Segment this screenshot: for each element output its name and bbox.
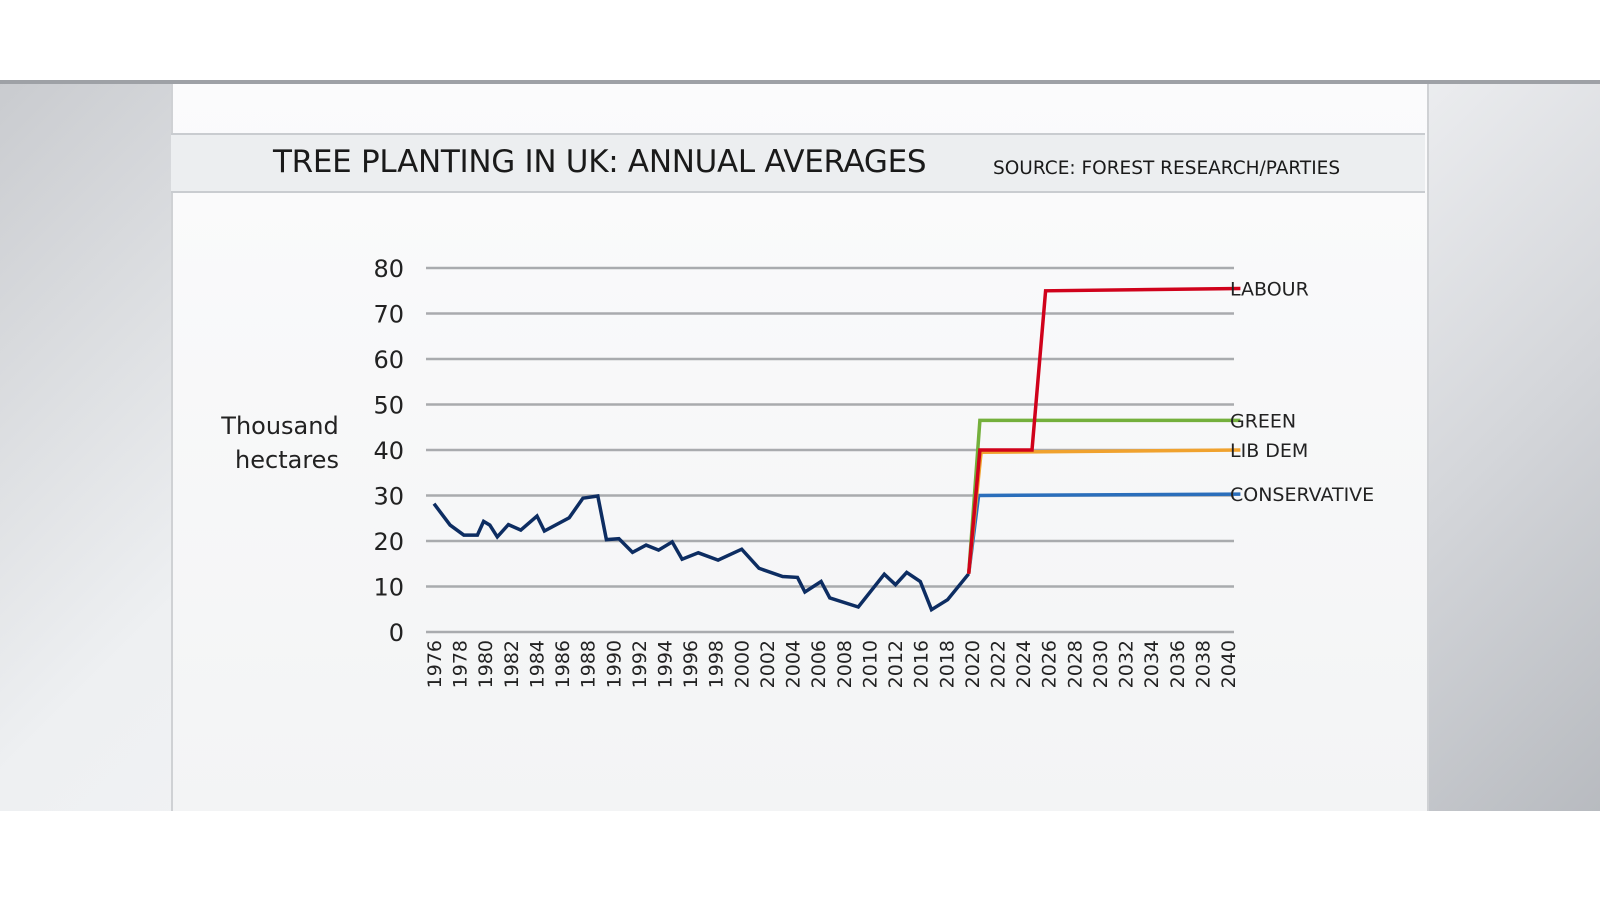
x-tick-label: 1978 xyxy=(450,640,472,688)
x-tick-label: 1990 xyxy=(603,640,625,688)
x-tick-label: 1998 xyxy=(706,640,728,688)
x-tick-label: 1986 xyxy=(552,640,574,688)
x-tick-label: 2004 xyxy=(783,640,805,688)
x-tick-label: 2002 xyxy=(757,640,779,688)
header-bar xyxy=(171,133,1425,193)
y-tick-label: 70 xyxy=(373,301,404,329)
x-tick-label: 1992 xyxy=(629,640,651,688)
x-tick-label: 2032 xyxy=(1116,640,1138,688)
x-tick-label: 2040 xyxy=(1218,640,1240,688)
series-line-libdem xyxy=(966,448,1241,574)
x-tick-labels: 1976 1978 1980 1982 1984 1986 1988 1990 1992 1994… xyxy=(424,640,1240,688)
chart-panel xyxy=(171,84,1429,811)
x-tick-label: 2012 xyxy=(885,640,907,688)
x-tick-label: 2018 xyxy=(936,640,958,688)
x-tick-label: 2016 xyxy=(911,640,933,688)
y-tick-label: 10 xyxy=(373,574,404,602)
series-label-green: GREEN xyxy=(1230,410,1296,432)
x-tick-label: 1984 xyxy=(526,640,548,688)
x-tick-label: 1996 xyxy=(680,640,702,688)
x-tick-label: 2010 xyxy=(859,640,881,688)
x-tick-label: 2000 xyxy=(731,640,753,688)
y-tick-label: 60 xyxy=(373,346,404,374)
chart-title: TREE PLANTING IN UK: ANNUAL AVERAGES xyxy=(273,144,927,180)
y-tick-label: 50 xyxy=(373,392,404,420)
x-tick-label: 2036 xyxy=(1167,640,1189,688)
x-tick-label: 1994 xyxy=(655,640,677,688)
series-label-labour: LABOUR xyxy=(1230,278,1309,300)
y-tick-label: 30 xyxy=(373,483,404,511)
y-tick-label: 40 xyxy=(373,437,404,465)
x-tick-label: 1988 xyxy=(578,640,600,688)
x-tick-label: 1976 xyxy=(424,640,446,688)
x-tick-label: 2020 xyxy=(962,640,984,688)
x-tick-label: 2024 xyxy=(1013,640,1035,688)
x-tick-label: 2030 xyxy=(1090,640,1112,688)
x-tick-label: 2022 xyxy=(987,640,1009,688)
series-line-conservative xyxy=(966,492,1241,575)
series-lines xyxy=(432,286,1241,613)
x-tick-label: 2026 xyxy=(1039,640,1061,688)
series-line-labour xyxy=(966,286,1241,574)
x-tick-label: 2006 xyxy=(808,640,830,688)
series-line-historical xyxy=(432,494,971,613)
y-tick-label: 80 xyxy=(373,255,404,283)
series-line-green xyxy=(966,418,1241,574)
y-tick-labels: 0 10 20 30 40 50 60 70 80 xyxy=(373,255,404,647)
y-tick-label: 0 xyxy=(389,619,404,647)
x-tick-label: 1980 xyxy=(475,640,497,688)
x-tick-label: 2028 xyxy=(1064,640,1086,688)
x-tick-label: 2008 xyxy=(834,640,856,688)
source-note: SOURCE: FOREST RESEARCH/PARTIES xyxy=(993,158,1341,179)
series-labels: CONSERVATIVE LIB DEM GREEN LABOUR xyxy=(1230,278,1374,506)
x-tick-label: 1982 xyxy=(501,640,523,688)
y-axis-title-line-1: Thousand xyxy=(220,412,338,440)
y-tick-label: 20 xyxy=(373,528,404,556)
series-label-libdem: LIB DEM xyxy=(1230,440,1308,462)
x-tick-label: 2038 xyxy=(1192,640,1214,688)
series-label-conservative: CONSERVATIVE xyxy=(1230,484,1374,506)
x-tick-label: 2034 xyxy=(1141,640,1163,688)
y-axis-title-line-2: hectares xyxy=(235,446,339,474)
